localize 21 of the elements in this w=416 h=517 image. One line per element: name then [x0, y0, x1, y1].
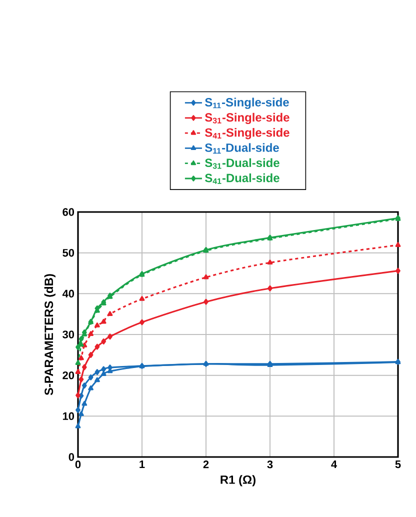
y-tick-label: 60	[62, 208, 74, 216]
legend-label: S$_{31}$-Single-side	[205, 112, 290, 124]
legend-label: S$_{31}$-Dual-side	[205, 158, 280, 169]
y-tick-label: 20	[62, 371, 74, 380]
legend-label: S$_{41}$-Single-side	[205, 128, 290, 140]
x-tick-label: 0	[75, 460, 81, 468]
x-tick-label: 3	[267, 460, 273, 468]
x-tick-label: 5	[395, 460, 401, 468]
y-tick-label: 50	[62, 248, 74, 257]
y-tick-label: 40	[62, 290, 74, 298]
legend-label: S$_{41}$-Dual-side	[205, 173, 280, 184]
y-tick-label: 0	[68, 453, 74, 461]
legend-label: S$_{11}$-Single-side	[205, 98, 289, 109]
x-tick-label: 1	[140, 460, 145, 468]
x-tick-label: 2	[203, 460, 209, 468]
y-axis-title: S-PARAMETERS (dB)	[44, 274, 56, 396]
y-tick-label: 10	[62, 412, 74, 420]
y-tick-label: 30	[62, 330, 74, 338]
x-tick-label: 4	[331, 460, 337, 468]
x-axis-title: R1 (Ω)	[220, 475, 256, 486]
legend-label: S$_{11}$-Dual-side	[205, 143, 279, 154]
